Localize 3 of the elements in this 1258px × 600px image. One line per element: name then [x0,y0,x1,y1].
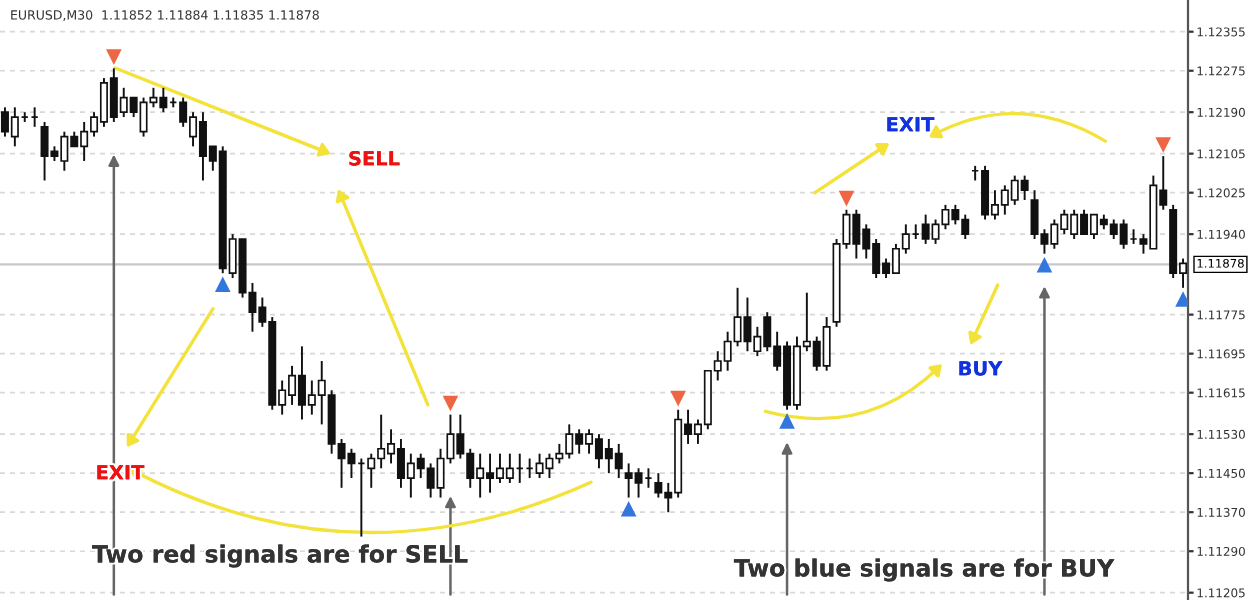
annotation: BUY [959,361,1003,376]
annotation: SELL [349,150,400,166]
annotation: EXIT [887,117,935,132]
